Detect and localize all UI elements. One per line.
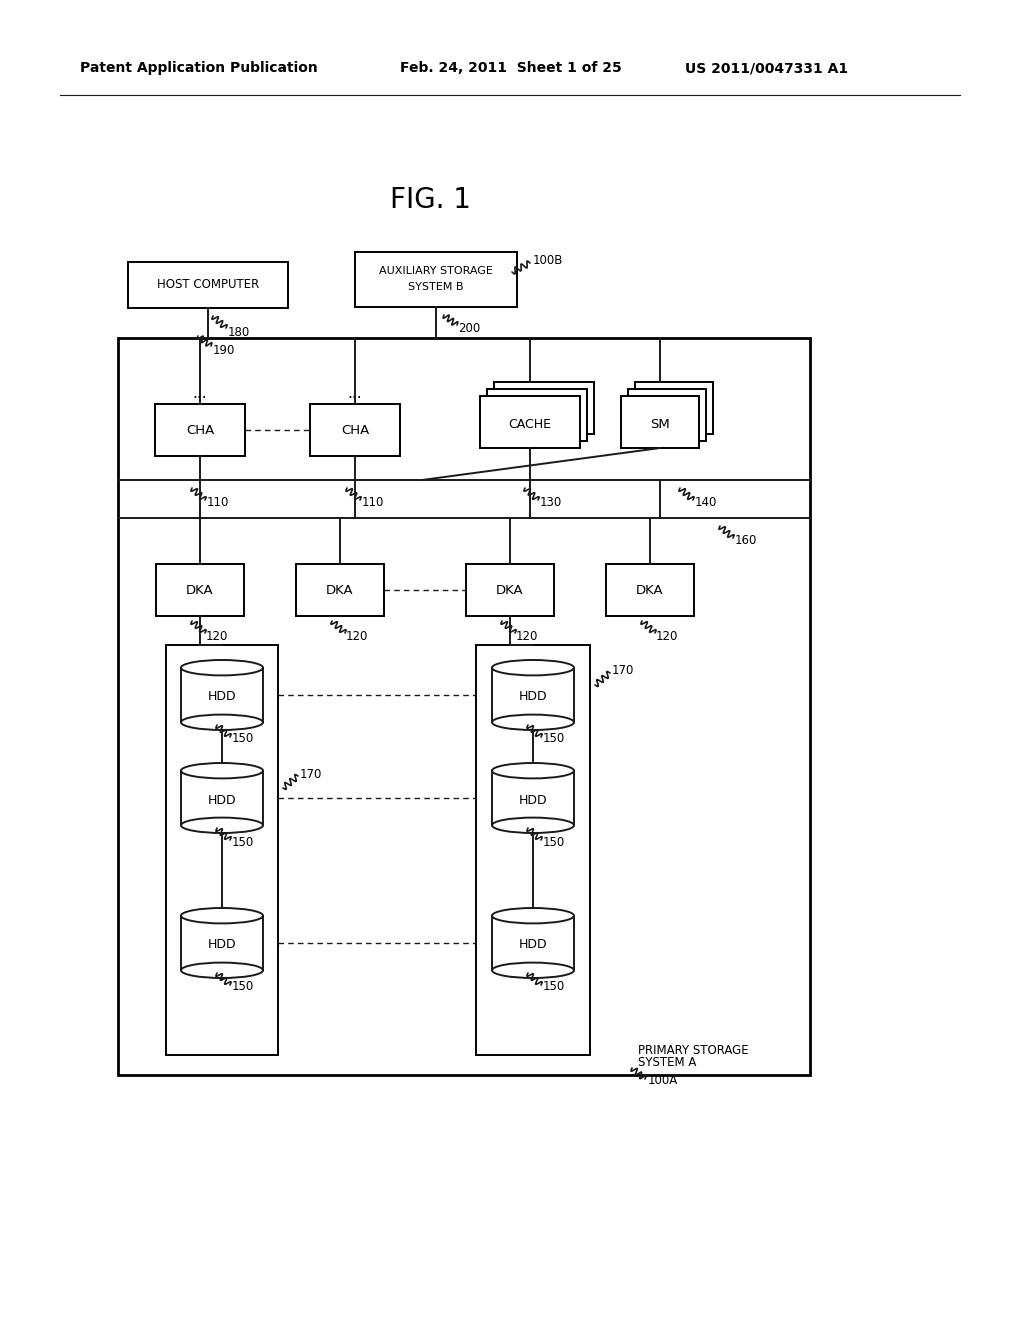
Bar [628,389,706,441]
Text: 120: 120 [656,630,678,643]
Bar [181,916,263,970]
Text: CHA: CHA [186,424,214,437]
Text: CHA: CHA [341,424,369,437]
Ellipse shape [181,962,263,978]
Text: US 2011/0047331 A1: US 2011/0047331 A1 [685,61,848,75]
Ellipse shape [492,763,574,779]
Text: 170: 170 [300,767,323,780]
Bar [310,404,400,455]
Ellipse shape [492,660,574,676]
Bar [118,338,810,1074]
Text: 130: 130 [540,496,562,510]
Bar [492,916,574,970]
Text: HDD: HDD [519,690,547,704]
Bar [466,564,554,616]
Bar [487,389,587,441]
Text: 100B: 100B [534,253,563,267]
Text: ...: ... [193,385,207,400]
Text: HDD: HDD [519,939,547,952]
Text: HDD: HDD [519,793,547,807]
Text: HDD: HDD [208,690,237,704]
Ellipse shape [492,908,574,924]
Bar [476,645,590,1055]
Text: HDD: HDD [208,793,237,807]
Text: SM: SM [650,417,670,430]
Ellipse shape [181,763,263,779]
Text: ...: ... [348,385,362,400]
Text: 180: 180 [228,326,250,338]
Text: DKA: DKA [186,583,214,597]
Text: Patent Application Publication: Patent Application Publication [80,61,317,75]
Bar [355,252,517,308]
Ellipse shape [492,714,574,730]
Text: CACHE: CACHE [509,417,552,430]
Text: 110: 110 [362,496,384,510]
Bar [621,396,699,447]
Ellipse shape [181,817,263,833]
Bar [480,396,580,447]
Ellipse shape [181,660,263,676]
Ellipse shape [492,817,574,833]
Text: 150: 150 [232,733,254,746]
Text: 120: 120 [346,630,369,643]
Text: HOST COMPUTER: HOST COMPUTER [157,279,259,292]
Text: 150: 150 [232,981,254,994]
Ellipse shape [492,962,574,978]
Text: FIG. 1: FIG. 1 [389,186,470,214]
Text: 120: 120 [206,630,228,643]
Text: SYSTEM A: SYSTEM A [638,1056,696,1069]
Text: 150: 150 [232,836,254,849]
Text: DKA: DKA [636,583,664,597]
Text: 100A: 100A [648,1073,678,1086]
Bar [296,564,384,616]
Text: HDD: HDD [208,939,237,952]
Ellipse shape [181,714,263,730]
Bar [492,668,574,722]
Text: DKA: DKA [497,583,524,597]
Text: 190: 190 [213,343,236,356]
Text: 170: 170 [612,664,635,677]
Bar [494,381,594,434]
Bar [635,381,713,434]
Bar [492,771,574,825]
Bar [181,668,263,722]
Text: 120: 120 [516,630,539,643]
Bar [606,564,694,616]
Bar [155,404,245,455]
Text: 140: 140 [695,496,718,510]
Text: DKA: DKA [327,583,354,597]
Text: PRIMARY STORAGE: PRIMARY STORAGE [638,1044,749,1056]
Text: AUXILIARY STORAGE: AUXILIARY STORAGE [379,267,493,276]
Bar [181,771,263,825]
Text: SYSTEM B: SYSTEM B [409,282,464,293]
Text: Feb. 24, 2011  Sheet 1 of 25: Feb. 24, 2011 Sheet 1 of 25 [400,61,622,75]
Text: 150: 150 [543,733,565,746]
Text: 150: 150 [543,981,565,994]
Bar [166,645,278,1055]
Bar [128,261,288,308]
Bar [156,564,244,616]
Text: 200: 200 [458,322,480,335]
Text: 160: 160 [735,533,758,546]
Ellipse shape [181,908,263,924]
Text: 110: 110 [207,496,229,510]
Text: 150: 150 [543,836,565,849]
